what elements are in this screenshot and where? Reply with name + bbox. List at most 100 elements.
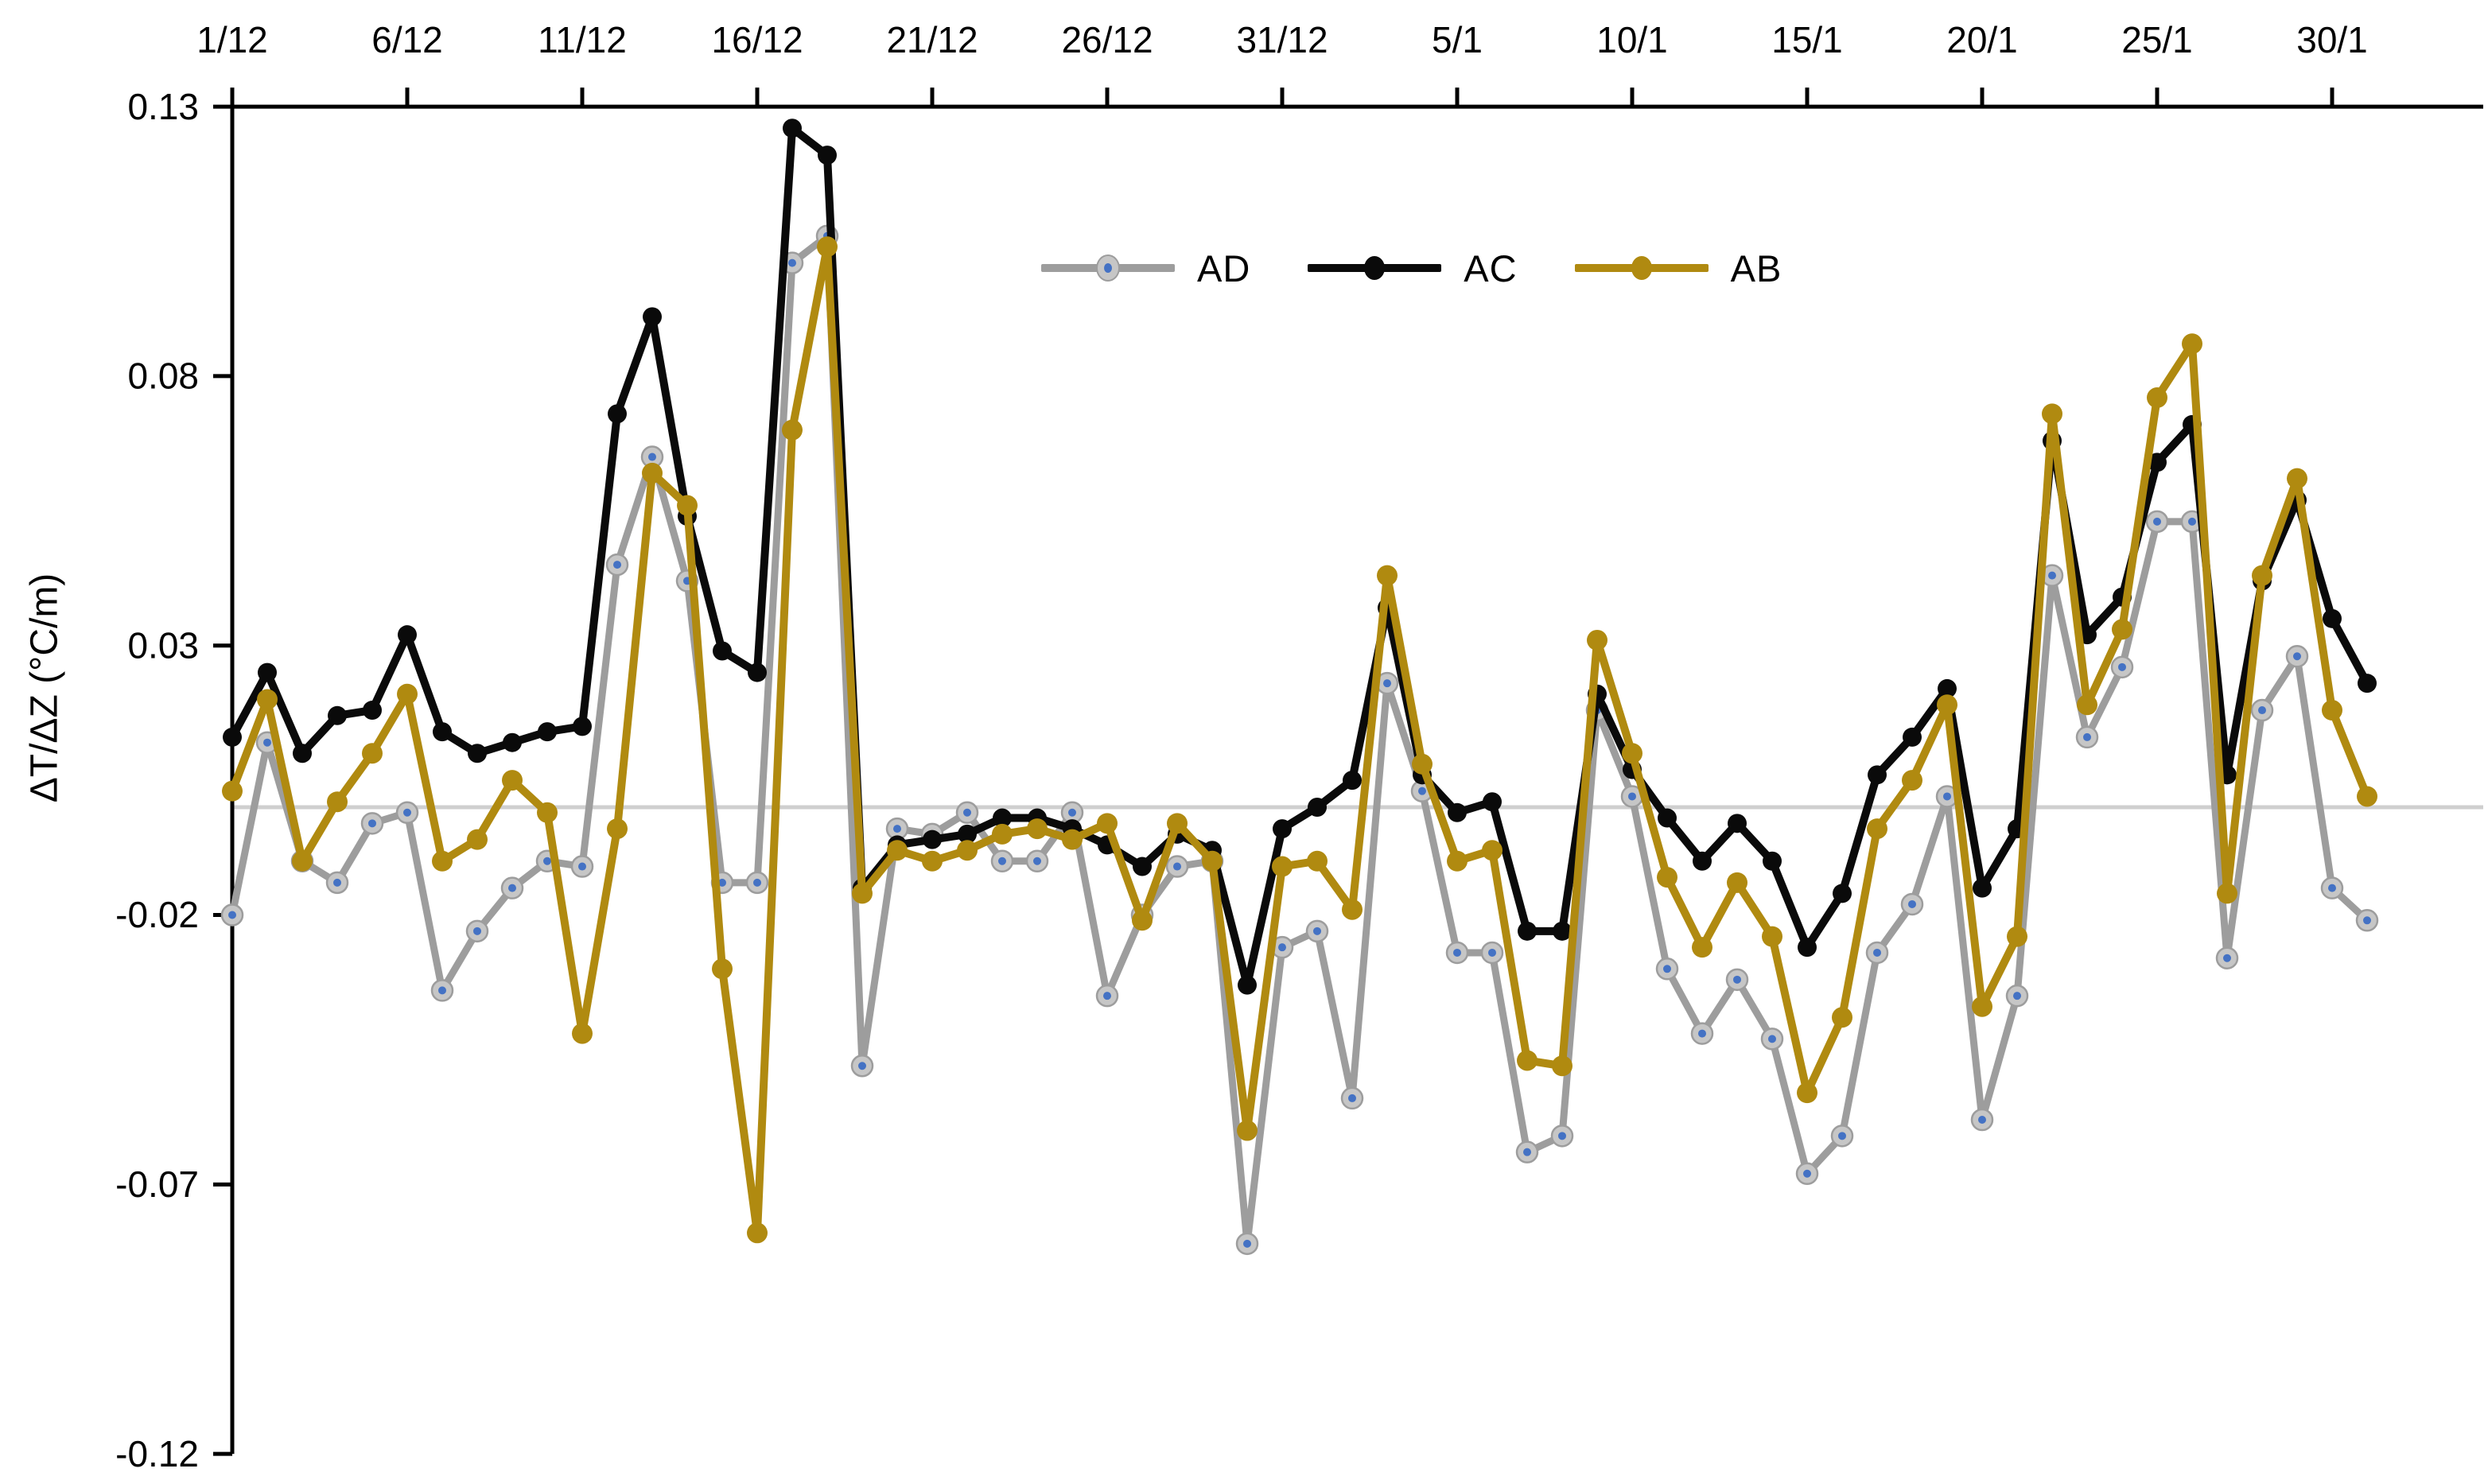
x-tick-label: 21/12 <box>886 19 978 60</box>
series-AD-marker-dot <box>998 857 1006 865</box>
x-tick-label: 1/12 <box>196 19 268 60</box>
y-tick-label: -0.12 <box>115 1433 199 1474</box>
series-AD-marker-dot <box>263 738 271 747</box>
series-AC-marker <box>2358 674 2377 693</box>
legend-item-ad: AD <box>1041 247 1308 290</box>
series-AD-marker-dot <box>1313 927 1321 935</box>
series-AB-marker <box>1062 829 1083 850</box>
series-AD-marker-dot <box>1943 792 1951 801</box>
series-AB-marker <box>1692 937 1712 958</box>
series-AB-marker <box>1412 753 1433 775</box>
y-tick-label: -0.07 <box>115 1164 199 1205</box>
series-AC-marker <box>818 146 837 165</box>
legend-ad-line-swatch <box>1041 254 1175 282</box>
series-AB-marker <box>1447 850 1468 872</box>
series-AD-marker-dot <box>1488 948 1496 957</box>
series-AB-marker <box>2112 619 2132 640</box>
series-AC-marker <box>1553 921 1572 941</box>
series-AD-marker-dot <box>1068 808 1076 817</box>
series-AB-marker <box>1797 1082 1817 1104</box>
legend-ab-label: AB <box>1730 247 1782 289</box>
y-tick-label: 0.08 <box>127 355 199 397</box>
series-AD-marker-dot <box>473 927 481 935</box>
series-AC-marker <box>1938 678 1957 698</box>
series-AB-marker <box>642 462 663 484</box>
series-AB-marker <box>2042 403 2062 425</box>
series-AD-marker-dot <box>1103 992 1111 1000</box>
series-AB-marker <box>2182 333 2202 355</box>
series-AC-marker <box>1728 814 1747 833</box>
series-AC-marker <box>1133 857 1152 876</box>
series-AB-marker <box>397 683 418 705</box>
series-AD-marker-dot <box>613 561 621 569</box>
series-AD-marker-dot <box>1698 1029 1706 1038</box>
series-AB-marker <box>1937 694 1957 716</box>
legend-item-ab: AB <box>1574 247 1840 290</box>
series-AB-marker <box>852 883 873 904</box>
legend-ad-marker-dot-icon <box>1104 263 1112 273</box>
series-AD-marker-dot <box>438 986 446 995</box>
series-AC-marker <box>573 717 592 736</box>
series-AB-marker <box>922 850 943 872</box>
series-AC-marker <box>1833 884 1852 903</box>
series-AB-marker <box>992 823 1013 845</box>
series-AD-marker-dot <box>1803 1169 1811 1178</box>
series-AB-marker <box>292 850 313 872</box>
series-AD-marker-dot <box>1628 792 1636 801</box>
series-AC-marker <box>1798 938 1817 958</box>
series-AC-marker <box>1343 771 1362 791</box>
series-AB-marker <box>1342 899 1363 920</box>
series-AC-marker <box>503 732 522 752</box>
series-AD-marker-dot <box>1733 975 1741 984</box>
series-AC-marker <box>433 722 452 742</box>
series-AB-marker <box>502 770 523 791</box>
series-AB-marker <box>222 780 243 802</box>
series-AB-line <box>228 243 2371 1237</box>
y-tick-label: -0.02 <box>115 894 199 935</box>
x-tick-label: 6/12 <box>371 19 443 60</box>
series-AD-marker-dot <box>2188 517 2196 526</box>
series-AC-marker <box>1308 798 1327 817</box>
x-tick-label: 11/12 <box>538 19 627 60</box>
series-AB-marker <box>1552 1055 1572 1077</box>
series-AB-marker <box>887 840 908 861</box>
x-tick-label: 16/12 <box>711 19 803 60</box>
series-AC-marker <box>1658 808 1677 828</box>
legend-ac-line-swatch <box>1308 256 1442 280</box>
y-axis-title: ΔT/ΔZ (°C/m) <box>23 573 66 803</box>
series-AD-marker-dot <box>2013 992 2021 1000</box>
series-AB-marker <box>1972 996 1992 1017</box>
series-AD-marker-dot <box>1243 1239 1251 1248</box>
series-AC-marker <box>993 808 1012 828</box>
series-AB-marker <box>327 791 348 813</box>
series-AD-marker-dot <box>2153 517 2161 526</box>
series-AB-marker <box>257 689 278 710</box>
x-tick-label: 31/12 <box>1236 19 1328 60</box>
series-AD-marker-dot <box>368 819 376 828</box>
series-AD-marker-dot <box>648 453 656 461</box>
series-AB-marker <box>2252 565 2272 586</box>
series-AC-marker <box>713 641 732 661</box>
series-AD-marker-dot <box>1523 1148 1531 1156</box>
series-AC-marker <box>1238 975 1257 995</box>
series-AB-marker <box>1097 813 1118 834</box>
series-AC-marker <box>1518 921 1537 941</box>
series-AD-marker-dot <box>228 911 236 919</box>
series-AD-marker-dot <box>578 862 586 871</box>
series-AB-marker <box>2147 387 2167 409</box>
x-tick-label: 30/1 <box>2296 19 2368 60</box>
x-tick-label: 15/1 <box>1771 19 1843 60</box>
series-AD-marker-dot <box>1663 965 1671 973</box>
legend-ab-line-swatch <box>1574 256 1709 280</box>
series-AD-marker-dot <box>1453 948 1461 957</box>
series-AD-marker-dot <box>858 1062 866 1070</box>
series-AB-marker <box>1622 743 1642 764</box>
legend-item-ac: AC <box>1308 247 1574 290</box>
series-AB-marker <box>1902 770 1922 791</box>
legend: AD AC AB <box>1041 241 1839 295</box>
series-AD-marker-dot <box>893 825 901 833</box>
series-AB-marker <box>1377 565 1398 586</box>
series-AB-marker <box>1727 872 1747 893</box>
series-AB-marker <box>1307 850 1328 872</box>
